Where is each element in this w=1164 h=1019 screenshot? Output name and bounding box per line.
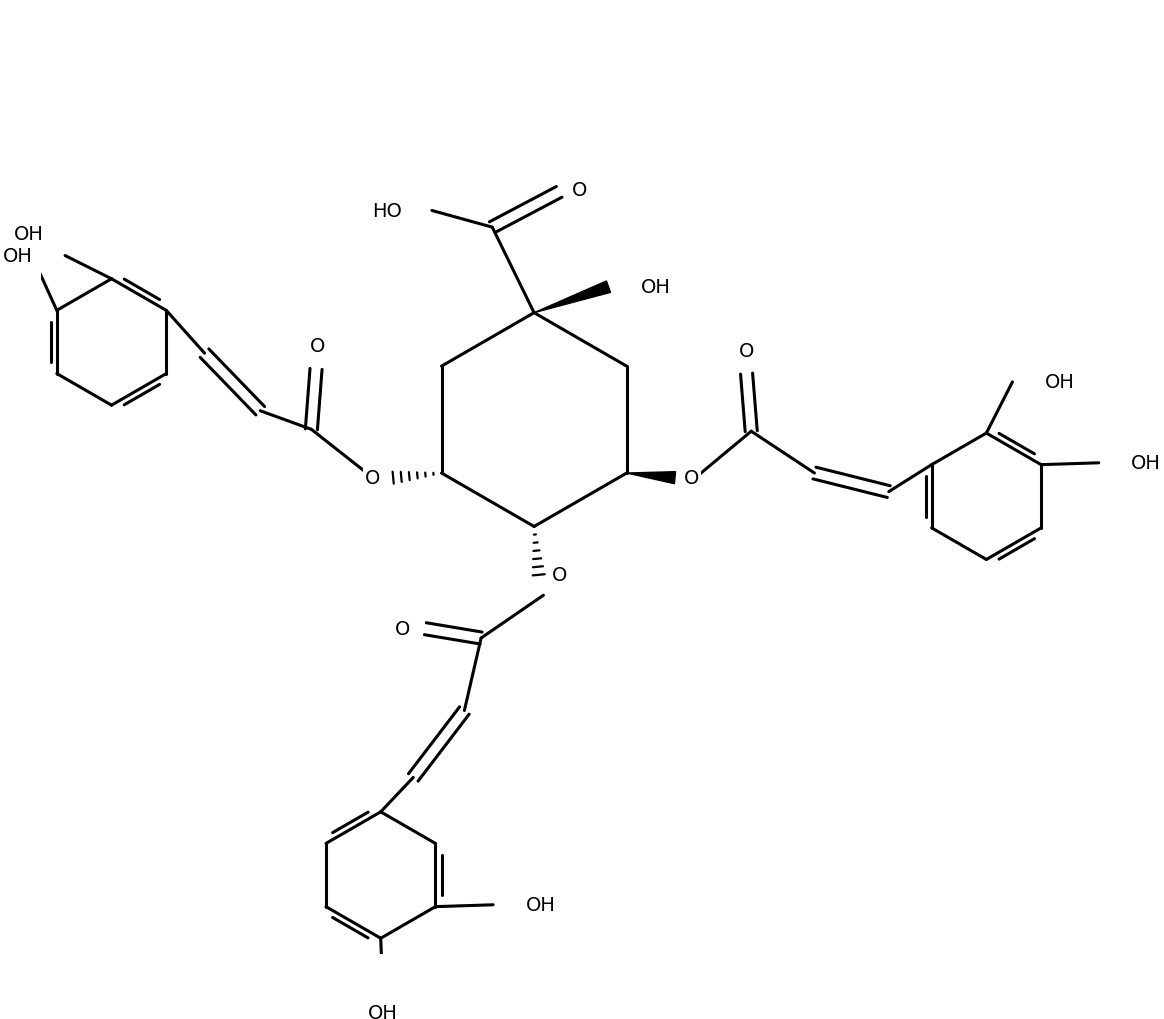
Text: O: O xyxy=(552,566,567,585)
Text: OH: OH xyxy=(2,247,33,266)
Text: OH: OH xyxy=(1131,453,1162,473)
Text: OH: OH xyxy=(526,896,555,914)
Text: OH: OH xyxy=(1045,373,1074,392)
Text: O: O xyxy=(572,181,588,201)
Text: OH: OH xyxy=(641,278,670,297)
Text: OH: OH xyxy=(14,224,44,244)
Text: O: O xyxy=(739,341,754,361)
Text: HO: HO xyxy=(372,202,402,221)
Text: O: O xyxy=(395,620,410,639)
Polygon shape xyxy=(534,281,610,314)
Text: OH: OH xyxy=(368,1003,398,1019)
Text: O: O xyxy=(311,337,326,356)
Text: O: O xyxy=(684,469,700,488)
Text: O: O xyxy=(365,469,381,488)
Polygon shape xyxy=(626,472,675,484)
